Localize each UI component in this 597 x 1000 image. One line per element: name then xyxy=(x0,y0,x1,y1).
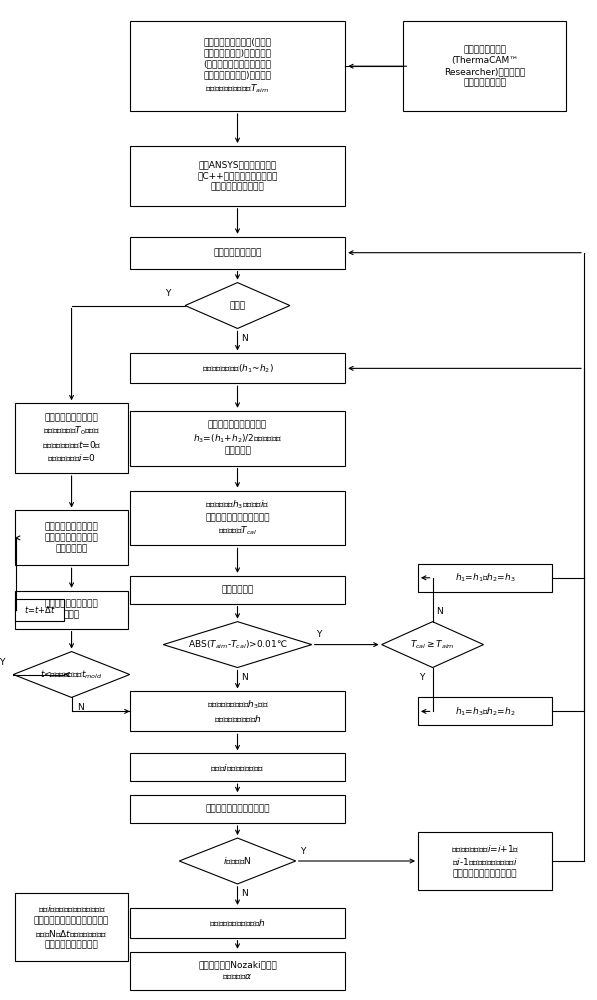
FancyBboxPatch shape xyxy=(130,21,345,111)
Text: 图中$i$为连铸冷却区区域标识，取
决于连铸机冷却区划分情况，其
总数为N；$\Delta t$为时间结晶器中铸
坯传热计算时间步长。: 图中$i$为连铸冷却区区域标识，取 决于连铸机冷却区划分情况，其 总数为N；$\… xyxy=(34,904,109,950)
FancyBboxPatch shape xyxy=(130,795,345,823)
Text: $T_{cal}$$\geq$$T_{aim}$: $T_{cal}$$\geq$$T_{aim}$ xyxy=(410,638,455,651)
Text: 利用传热系数$h_3$，计算第$i$区
温度，提取该区出口监测位
置计算温度$T_{cal}$: 利用传热系数$h_3$，计算第$i$区 温度，提取该区出口监测位 置计算温度$T… xyxy=(205,499,270,537)
FancyBboxPatch shape xyxy=(130,237,345,269)
Text: Y: Y xyxy=(165,289,170,298)
Text: $t$<结晶器停留时间$t_{mold}$: $t$<结晶器停留时间$t_{mold}$ xyxy=(40,668,103,681)
Text: 采用ANSYS有限元分析软件
或C++语言，建立二维铸坯横
截面凝固传热数学模型: 采用ANSYS有限元分析软件 或C++语言，建立二维铸坯横 截面凝固传热数学模型 xyxy=(198,160,278,192)
Text: N: N xyxy=(241,889,248,898)
FancyBboxPatch shape xyxy=(15,591,128,629)
FancyBboxPatch shape xyxy=(418,564,552,592)
Text: 判断是否收敛: 判断是否收敛 xyxy=(221,585,254,594)
Text: 移至下一冷却区，$i$=$i$+1；
第$i$-1区出口铸坯温度场为第$i$
区铸坯传热计算的初始条件: 移至下一冷却区，$i$=$i$+1； 第$i$-1区出口铸坯温度场为第$i$ 区… xyxy=(451,844,519,878)
FancyBboxPatch shape xyxy=(418,832,552,890)
Text: Y: Y xyxy=(300,847,306,856)
Text: 铸坯截面节点赋初始温
度，即浇铸温度$T_0$，且计
算时间设置为零，$t$=0，
同时计算区标识$i$=0: 铸坯截面节点赋初始温 度，即浇铸温度$T_0$，且计 算时间设置为零，$t$=0… xyxy=(42,413,101,463)
Text: 采用红外热成像仪
(ThermaCAM™
Researcher)测量各区出
口监测点实测温度: 采用红外热成像仪 (ThermaCAM™ Researcher)测量各区出 口监… xyxy=(444,45,525,87)
Text: 输入连铸机设备参数(结晶器
及二冷区长度等)、工艺参数
(钢种、铸坯断面、拉速、过
热度及冷却条件等)以及二冷
各区检测位置实测温度$T_{aim}$: 输入连铸机设备参数(结晶器 及二冷区长度等)、工艺参数 (钢种、铸坯断面、拉速、… xyxy=(204,37,272,95)
Polygon shape xyxy=(381,622,484,668)
FancyBboxPatch shape xyxy=(130,908,345,938)
FancyBboxPatch shape xyxy=(130,353,345,383)
Text: 输入传热系数范围($h_1$~$h_2$): 输入传热系数范围($h_1$~$h_2$) xyxy=(202,362,273,375)
Polygon shape xyxy=(185,283,290,328)
Text: N: N xyxy=(241,334,248,343)
Text: N: N xyxy=(241,673,248,682)
FancyBboxPatch shape xyxy=(130,691,345,731)
Text: 判断计算区域的位置: 判断计算区域的位置 xyxy=(213,248,261,257)
FancyBboxPatch shape xyxy=(130,411,345,466)
Text: Y: Y xyxy=(420,673,425,682)
Polygon shape xyxy=(13,652,130,697)
FancyBboxPatch shape xyxy=(15,599,64,621)
Text: 将传热系数范围的平均值
$h_3$=($h_1$+$h_2$)/2设定为传热计
算边界条件: 将传热系数范围的平均值 $h_3$=($h_1$+$h_2$)/2设定为传热计 … xyxy=(193,421,282,456)
Text: 结束，输出对流系数数组$h$: 结束，输出对流系数数组$h$ xyxy=(209,918,266,928)
FancyBboxPatch shape xyxy=(418,697,552,725)
FancyBboxPatch shape xyxy=(130,146,345,206)
Text: 提取第$i$区出口铸坯温度场: 提取第$i$区出口铸坯温度场 xyxy=(210,762,264,773)
Text: 结晶器: 结晶器 xyxy=(229,301,245,310)
FancyBboxPatch shape xyxy=(15,510,128,565)
Text: 输出传热系数真实值$h_3$，并
存储至传热系数数值$h$: 输出传热系数真实值$h_3$，并 存储至传热系数数值$h$ xyxy=(207,699,269,724)
Text: $h_1$=$h_3$；$h_2$=$h_2$: $h_1$=$h_3$；$h_2$=$h_2$ xyxy=(455,705,515,718)
FancyBboxPatch shape xyxy=(130,952,345,990)
Polygon shape xyxy=(179,838,296,884)
Text: N: N xyxy=(77,703,84,712)
Text: N: N xyxy=(436,607,443,616)
FancyBboxPatch shape xyxy=(15,403,128,473)
FancyBboxPatch shape xyxy=(15,893,128,961)
Text: 判断所有区域是否计算完毕: 判断所有区域是否计算完毕 xyxy=(205,805,270,814)
Text: $i$总区域数N: $i$总区域数N xyxy=(223,856,252,866)
FancyBboxPatch shape xyxy=(130,491,345,545)
Text: 判断计算区域是否移出
结晶器: 判断计算区域是否移出 结晶器 xyxy=(45,600,99,620)
Text: $t$=$t$+$\Delta t$: $t$=$t$+$\Delta t$ xyxy=(24,604,56,615)
Text: $h_1$=$h_1$；$h_2$=$h_3$: $h_1$=$h_1$；$h_2$=$h_3$ xyxy=(455,572,515,584)
FancyBboxPatch shape xyxy=(130,576,345,604)
Text: ABS($T_{aim}$-$T_{cal}$)>0.01℃: ABS($T_{aim}$-$T_{cal}$)>0.01℃ xyxy=(187,638,287,651)
FancyBboxPatch shape xyxy=(404,21,567,111)
Text: 加载结晶器时刻的传热
边界条件，计算结晶器
中铸坯温度场: 加载结晶器时刻的传热 边界条件，计算结晶器 中铸坯温度场 xyxy=(45,522,99,553)
Text: Y: Y xyxy=(316,630,321,639)
FancyBboxPatch shape xyxy=(130,753,345,781)
Text: 求解二冷各区Nozaki经验公
式修正系数$\alpha$: 求解二冷各区Nozaki经验公 式修正系数$\alpha$ xyxy=(198,960,277,981)
Polygon shape xyxy=(163,622,312,668)
Text: Y: Y xyxy=(0,658,4,667)
